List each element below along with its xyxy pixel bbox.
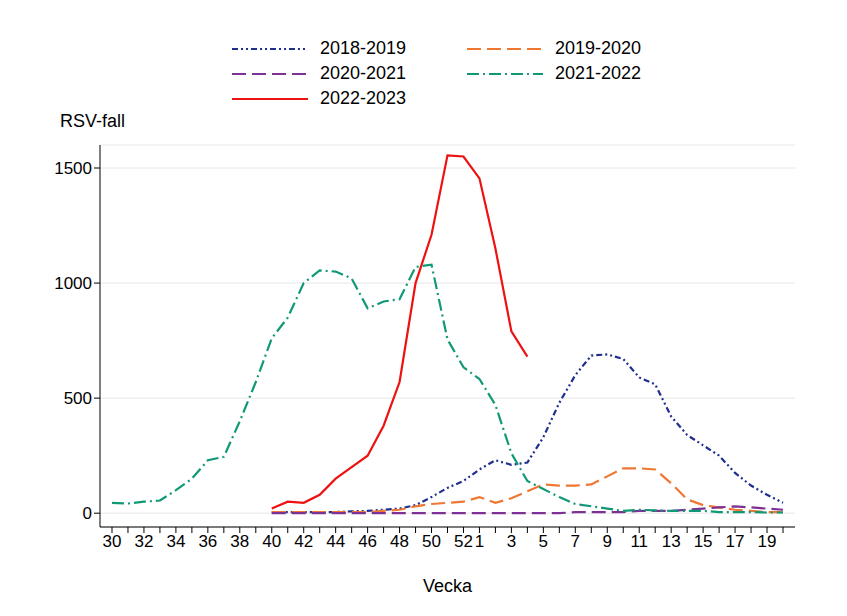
html-text:2022-2023: 2022-2023 (320, 88, 407, 108)
svg-text:48: 48 (390, 532, 409, 551)
svg-text:42: 42 (294, 532, 313, 551)
html-text:2019-2020: 2019-2020 (555, 38, 642, 58)
svg-text:52: 52 (454, 532, 473, 551)
svg-text:0: 0 (83, 504, 92, 523)
svg-text:15: 15 (694, 532, 713, 551)
svg-text:5: 5 (539, 532, 548, 551)
svg-text:11: 11 (630, 532, 648, 551)
svg-text:30: 30 (103, 532, 122, 551)
svg-text:19: 19 (758, 532, 777, 551)
svg-text:44: 44 (326, 532, 345, 551)
svg-text:500: 500 (64, 389, 92, 408)
svg-text:3: 3 (507, 532, 516, 551)
html-text:2018-2019: 2018-2019 (320, 38, 407, 58)
svg-text:32: 32 (134, 532, 153, 551)
html-text:2021-2022: 2021-2022 (555, 63, 642, 83)
svg-text:38: 38 (230, 532, 249, 551)
svg-text:1: 1 (475, 532, 484, 551)
svg-text:7: 7 (571, 532, 580, 551)
svg-text:50: 50 (422, 532, 441, 551)
svg-text:17: 17 (726, 532, 745, 551)
svg-text:34: 34 (166, 532, 185, 551)
html-text:2020-2021: 2020-2021 (320, 63, 407, 83)
svg-text:1000: 1000 (54, 274, 92, 293)
html-text:Vecka: Vecka (423, 576, 472, 596)
svg-text:1500: 1500 (54, 159, 92, 178)
svg-text:9: 9 (603, 532, 612, 551)
svg-text:36: 36 (198, 532, 217, 551)
html-text:RSV-fall: RSV-fall (60, 111, 125, 131)
svg-text:46: 46 (358, 532, 377, 551)
svg-text:40: 40 (262, 532, 281, 551)
svg-text:13: 13 (662, 532, 681, 551)
